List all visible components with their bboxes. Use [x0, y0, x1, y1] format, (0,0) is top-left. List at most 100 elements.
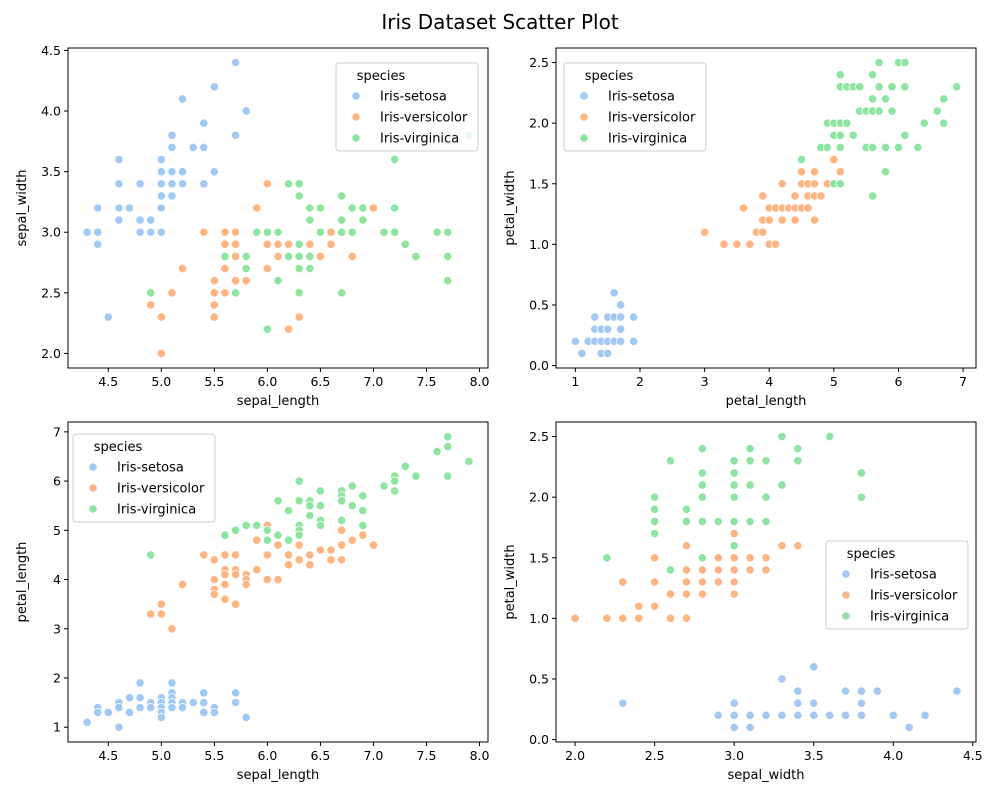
data-point — [590, 312, 600, 322]
data-point — [952, 82, 962, 92]
data-point — [156, 191, 166, 201]
data-point — [315, 203, 326, 213]
data-point — [713, 516, 723, 526]
data-point — [358, 520, 368, 530]
legend-box — [563, 62, 707, 152]
data-point — [305, 264, 315, 274]
data-point — [209, 312, 219, 322]
data-point — [650, 504, 660, 514]
data-point — [880, 142, 891, 152]
data-point — [315, 227, 326, 237]
y-tick-label: 2.0 — [41, 346, 61, 361]
data-point — [167, 288, 177, 298]
data-point — [777, 674, 787, 684]
data-point — [241, 276, 251, 286]
data-point — [230, 288, 241, 298]
data-point — [82, 717, 92, 727]
legend-marker — [88, 483, 98, 493]
data-point — [790, 215, 800, 225]
data-point — [809, 662, 819, 672]
x-tick-label: 2 — [636, 374, 644, 389]
data-point — [764, 215, 774, 225]
subplot-2: 1 2 3 4 5 6 7 0.0 0.5 1.0 1.5 2.0 2.5 petal_length pet… — [503, 47, 977, 409]
data-point — [932, 106, 942, 116]
data-point — [634, 601, 644, 611]
data-point — [809, 710, 819, 720]
data-point — [650, 553, 660, 563]
legend-entry: Iris-versicolor — [608, 111, 696, 126]
data-point — [294, 530, 304, 540]
data-point — [209, 555, 219, 565]
legend-entry: Iris-virginica — [117, 503, 196, 518]
data-point — [305, 251, 315, 262]
data-point — [114, 722, 124, 732]
data-point — [114, 702, 124, 713]
legend-title: species — [94, 440, 143, 455]
x-tick-label: 5.0 — [151, 748, 171, 763]
data-point — [855, 82, 865, 92]
y-tick-label: 0.0 — [529, 732, 549, 747]
y-tick-label: 2.0 — [529, 116, 549, 131]
data-point — [135, 693, 145, 703]
data-point — [294, 264, 304, 274]
data-point — [294, 496, 304, 506]
legend-title: species — [847, 547, 896, 562]
data-point — [294, 540, 304, 550]
data-point — [745, 565, 755, 575]
data-point — [681, 613, 692, 623]
data-point — [273, 574, 283, 585]
y-tick-label: 2.5 — [529, 55, 549, 70]
data-point — [135, 215, 145, 225]
data-point — [252, 565, 262, 575]
data-point — [284, 535, 294, 545]
data-point — [874, 57, 884, 68]
data-point — [443, 471, 453, 481]
data-point — [284, 550, 294, 560]
data-point — [628, 312, 639, 322]
data-point — [411, 471, 421, 481]
data-point — [777, 215, 787, 225]
y-axis-label: petal_length — [15, 542, 30, 623]
data-point — [793, 698, 803, 708]
series-iris-setosa — [570, 288, 639, 359]
data-point — [199, 707, 209, 718]
data-point — [135, 179, 145, 189]
data-point — [650, 516, 660, 526]
data-point — [167, 130, 177, 140]
data-point — [347, 535, 357, 545]
data-point — [856, 710, 867, 720]
data-point — [305, 203, 315, 213]
data-point — [241, 520, 251, 530]
data-point — [167, 167, 177, 177]
data-point — [230, 570, 241, 580]
data-point — [114, 154, 124, 165]
data-point — [835, 70, 845, 80]
data-point — [570, 613, 580, 623]
legend-marker — [579, 133, 589, 143]
data-point — [729, 553, 739, 563]
data-point — [209, 707, 219, 718]
data-point — [603, 348, 613, 359]
legend-box — [825, 540, 969, 630]
legend-box — [335, 62, 479, 152]
data-point — [252, 227, 262, 237]
data-point — [729, 710, 739, 720]
x-tick-label: 4.5 — [963, 748, 983, 763]
data-point — [761, 492, 771, 502]
legend-entry: Iris-virginica — [870, 610, 949, 625]
data-point — [602, 553, 612, 563]
x-tick-label: 1 — [571, 374, 579, 389]
data-point — [209, 589, 219, 599]
data-point — [697, 480, 707, 490]
series-iris-versicolor — [700, 142, 845, 249]
legend-marker — [579, 91, 589, 101]
x-tick-label: 2.0 — [565, 748, 585, 763]
x-tick-label: 4.0 — [883, 748, 903, 763]
data-point — [729, 577, 739, 587]
data-point — [771, 239, 781, 249]
data-point — [358, 530, 368, 540]
legend-marker — [351, 133, 361, 143]
data-point — [634, 613, 644, 623]
data-point — [358, 203, 368, 213]
data-point — [900, 82, 910, 92]
